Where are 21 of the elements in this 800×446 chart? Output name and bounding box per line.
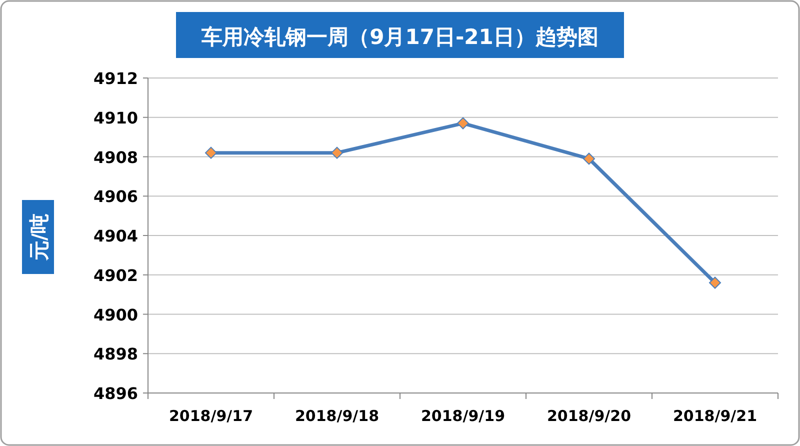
y-tick-label: 4906 [93,187,138,206]
x-tick-label: 2018/9/18 [294,407,380,425]
y-tick-label: 4896 [93,384,138,403]
x-tick-label: 2018/9/21 [672,407,758,425]
x-tick-label: 2018/9/17 [168,407,254,425]
point [583,152,595,165]
x-tick-label: 2018/9/19 [420,407,506,425]
point [205,146,217,159]
y-tick-label: 4908 [93,148,138,167]
x-tick-label: 2018/9/20 [546,407,632,425]
y-tick-label: 4904 [93,226,138,246]
y-tick-label: 4900 [93,305,138,324]
point [457,117,469,130]
y-tick-label: 4912 [93,69,138,88]
chart-title: 车用冷轧钢一周（9月17日-21日）趋势图 [200,25,598,49]
y-tick-label: 4910 [93,108,138,128]
y-axis-title: 元/吨 [27,213,51,262]
y-tick-label: 4898 [93,344,138,364]
y-tick-label: 4902 [93,266,138,285]
point [331,146,343,159]
point [709,276,721,289]
